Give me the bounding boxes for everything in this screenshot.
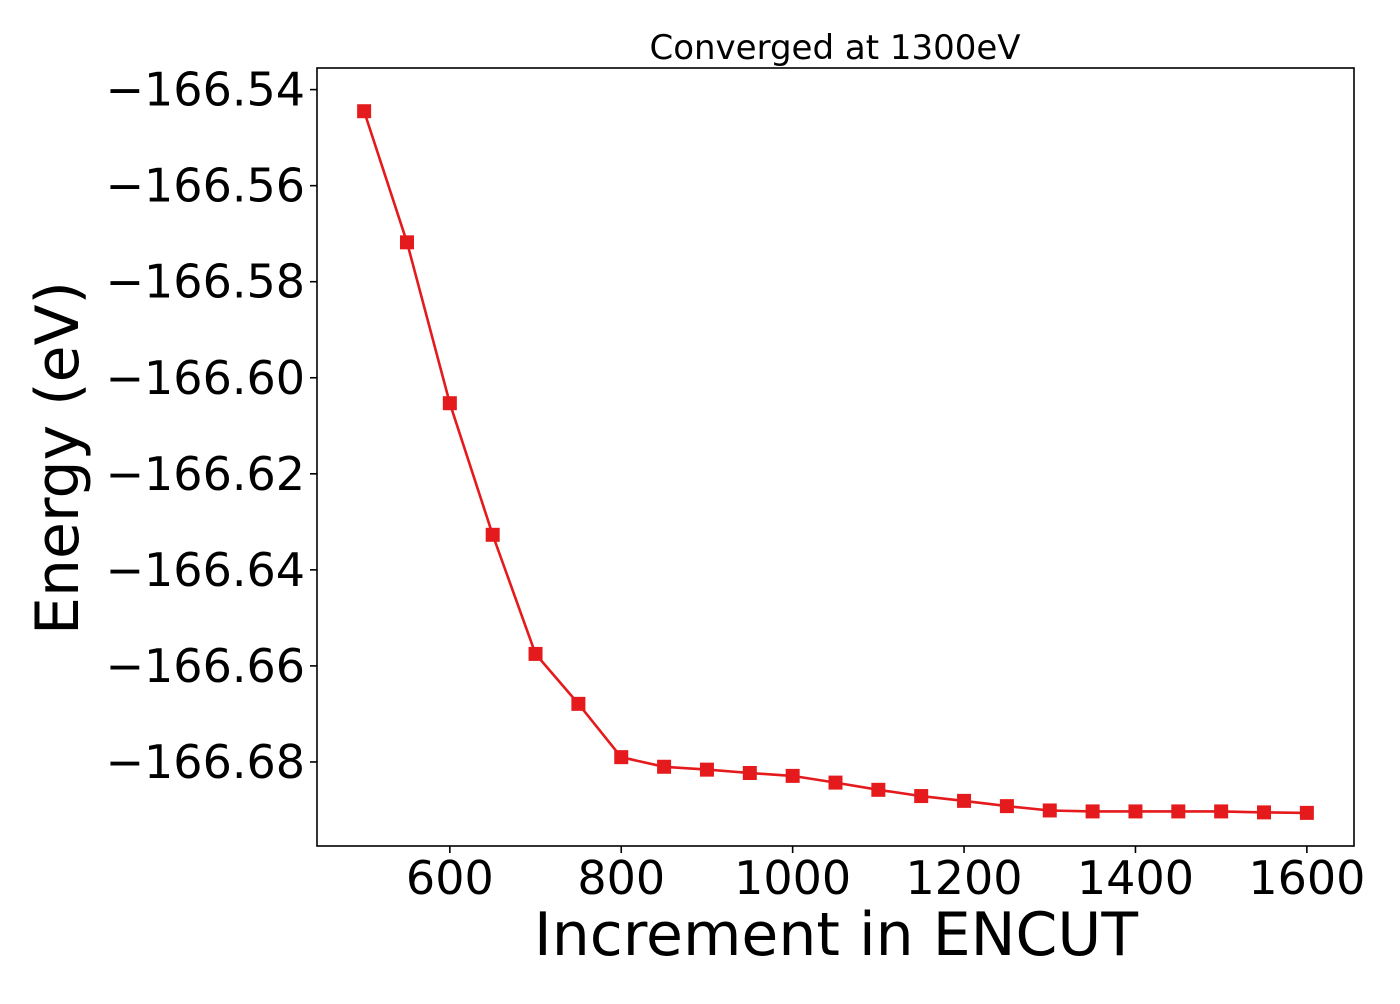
data-point-marker [442,396,457,411]
data-point-marker [357,104,372,119]
chart-title: Converged at 1300eV [649,28,1020,68]
x-axis: 600 800 1000 1200 1400 1600 [406,846,1365,905]
y-axis: −166.54 −166.56 −166.58 −166.60 −166.62 −166.… [106,63,317,789]
plot-area-frame [316,67,1355,847]
data-point-marker [1042,803,1057,818]
data-point-marker [785,768,800,783]
data-point-marker [828,775,843,790]
data-point-marker [1299,805,1314,820]
x-tick-label: 1600 [1248,851,1365,905]
data-point-marker [571,696,586,711]
data-point-marker [657,759,672,774]
x-tick-label: 800 [577,851,665,905]
data-point-marker [399,235,414,250]
x-axis-label: Increment in ENCUT [534,900,1138,970]
data-point-marker [1128,804,1143,819]
data-point-marker [1171,804,1186,819]
data-point-marker [485,527,500,542]
y-tick-label: −166.54 [106,63,306,117]
data-point-marker [999,799,1014,814]
data-point-marker [614,750,629,765]
data-point-marker [528,646,543,661]
x-tick-label: 1400 [1077,851,1194,905]
data-point-marker [1214,804,1229,819]
y-tick-label: −166.58 [106,255,306,309]
data-point-marker [871,782,886,797]
x-tick-label: 600 [406,851,494,905]
x-tick-label: 1200 [906,851,1023,905]
y-tick-label: −166.56 [106,159,306,213]
data-point-marker [1257,805,1272,820]
series-markers [357,104,1314,820]
x-tick-label: 1000 [734,851,851,905]
y-tick-label: −166.68 [106,735,306,789]
data-point-marker [914,789,929,804]
y-tick-label: −166.66 [106,639,306,693]
data-point-marker [742,766,757,781]
data-point-marker [699,762,714,777]
y-tick-label: −166.64 [106,543,306,597]
y-tick-label: −166.60 [106,351,306,405]
data-point-marker [1085,804,1100,819]
data-point-marker [957,793,972,808]
y-axis-label: Energy (eV) [23,281,93,635]
y-tick-label: −166.62 [106,447,306,501]
